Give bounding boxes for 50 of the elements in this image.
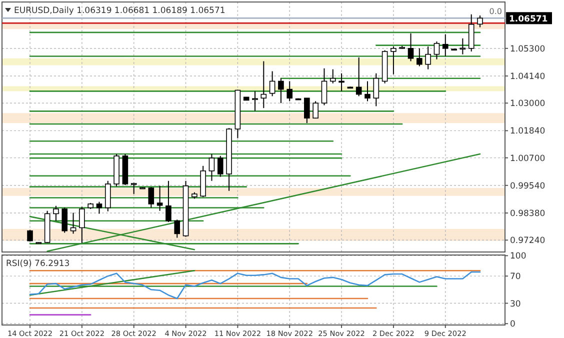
candlestick (364, 80, 370, 102)
candlestick (269, 70, 276, 97)
candlestick (260, 60, 267, 109)
y-tick-label: 1.00700 (510, 154, 546, 164)
candlestick (286, 80, 293, 102)
candlestick (104, 180, 111, 212)
candlestick (53, 205, 59, 222)
candlestick (425, 46, 431, 70)
line-series (29, 271, 481, 300)
candlestick (27, 229, 33, 242)
ref-line-label: 1.06571 (509, 14, 548, 25)
candlestick (434, 40, 440, 60)
candlestick (217, 155, 224, 178)
candlestick (278, 78, 284, 104)
y-tick-label: 30 (510, 299, 521, 310)
candlestick (442, 34, 448, 57)
candlestick (62, 207, 68, 234)
candlestick (96, 201, 102, 214)
y-tick-label: 0.98380 (510, 208, 546, 219)
candlestick (79, 206, 85, 244)
candlestick (390, 46, 396, 75)
y-tick-label: 1.03000 (510, 99, 546, 110)
candlestick (304, 98, 310, 124)
text: RSI(9) 76.2913 (6, 259, 70, 269)
text: 0.0 (489, 7, 502, 16)
y-tick-label: 0.97240 (510, 236, 546, 246)
candlestick (252, 90, 258, 112)
y-tick-label: 1.04140 (510, 72, 546, 82)
y-tick-label: 1.05300 (510, 44, 546, 54)
candlestick (460, 38, 466, 55)
candlestick (166, 180, 172, 223)
candlestick (312, 100, 318, 120)
y-tick-label: 100 (510, 252, 526, 262)
y-tick-label: 70 (510, 272, 521, 282)
candlestick (373, 72, 380, 107)
text: EURUSD,Daily 1.06319 1.06681 1.06189 1.06571 (14, 6, 226, 16)
candlestick (208, 154, 215, 182)
candlestick (338, 72, 344, 92)
candlestick (408, 32, 414, 62)
candlestick (148, 186, 154, 208)
candlestick (174, 219, 180, 238)
candlestick (477, 15, 483, 28)
y-tick-label: 1.01840 (510, 126, 546, 137)
y-tick-label: 0 (510, 320, 516, 330)
candlestick (416, 48, 422, 67)
candlestick (321, 68, 328, 106)
candlestick (356, 56, 362, 97)
y-tick-label: 0.99540 (510, 181, 546, 192)
candlestick (156, 185, 163, 212)
candlestick (330, 68, 336, 84)
